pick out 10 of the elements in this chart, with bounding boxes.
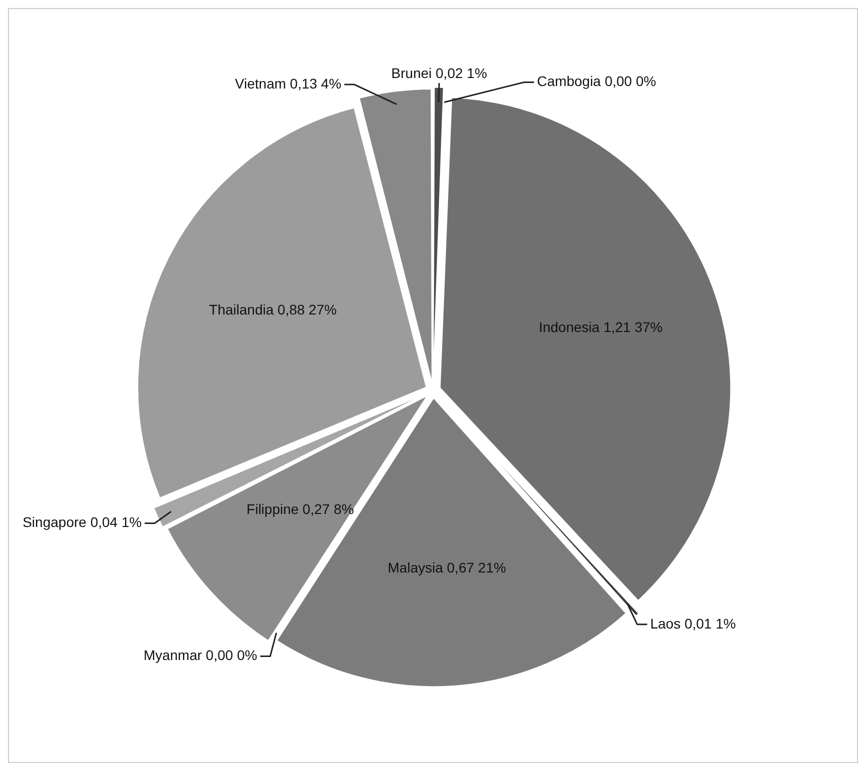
slice-label: Indonesia 1,21 37% [538,319,663,336]
slice-label: Singapore 0,04 1% [22,514,142,530]
category-label: Cambogia 0,00 0% [537,73,656,90]
slice-label: Thailandia 0,88 27% [209,302,337,318]
slice-label: Vietnam 0,13 4% [234,75,342,92]
category-label: Myanmar 0,00 0% [144,647,258,664]
slice-label: Brunei 0,02 1% [391,64,488,81]
slice-label: Malaysia 0,67 21% [388,560,506,576]
slice-label: Filippine 0,27 8% [246,501,354,518]
slice-label: Laos 0,01 1% [650,615,736,632]
